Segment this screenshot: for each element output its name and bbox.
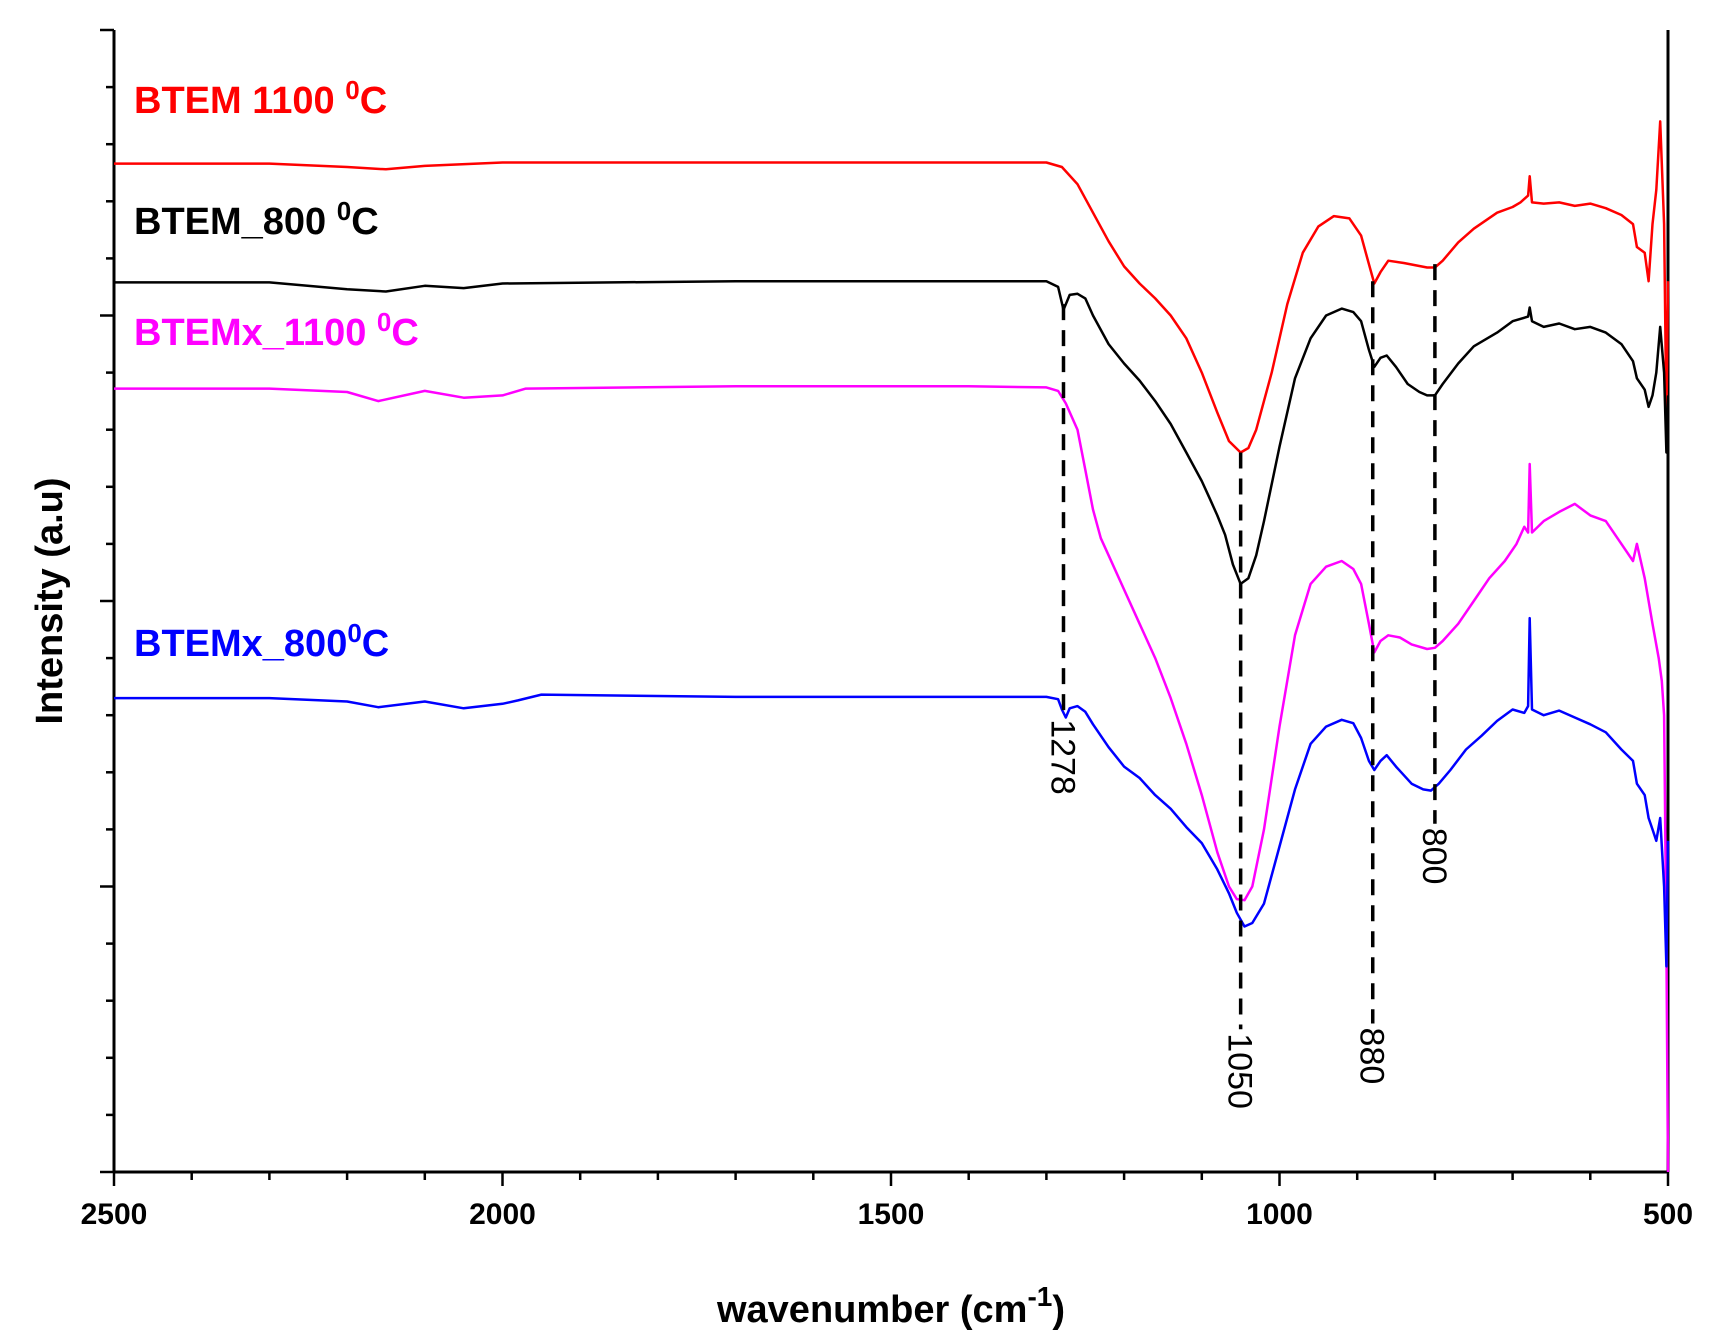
peak-label-1278: 1278	[1043, 719, 1081, 795]
axes-layer	[100, 28, 1670, 1186]
series-label-3: BTEMx_1100 0C	[134, 307, 419, 354]
peak-marker-layer	[1061, 264, 1437, 1030]
peak-label-880: 880	[1353, 1028, 1391, 1085]
series-line-1	[114, 120, 1670, 454]
series-line-4	[114, 616, 1670, 968]
x-tick-label: 2500	[81, 1198, 148, 1231]
peak-label-1050: 1050	[1221, 1033, 1259, 1109]
peak-label-800: 800	[1415, 828, 1453, 885]
x-tick-label: 2000	[469, 1198, 536, 1231]
series-label-1: BTEM 1100 0C	[134, 75, 387, 122]
series-line-2	[114, 279, 1670, 586]
label-layer: 2500 2000 1500 1000 500 wavenumber (cm-1) Inte…	[29, 75, 1693, 1331]
series-label-2: BTEM_800 0C	[134, 196, 379, 243]
x-tick-label: 500	[1643, 1198, 1693, 1231]
x-axis-title: wavenumber (cm-1)	[716, 1281, 1065, 1331]
y-axis-title: Intensity (a.u)	[29, 477, 71, 724]
series-label-4: BTEMx_8000C	[134, 618, 389, 665]
x-tick-label: 1500	[858, 1198, 925, 1231]
x-tick-label: 1000	[1246, 1198, 1313, 1231]
